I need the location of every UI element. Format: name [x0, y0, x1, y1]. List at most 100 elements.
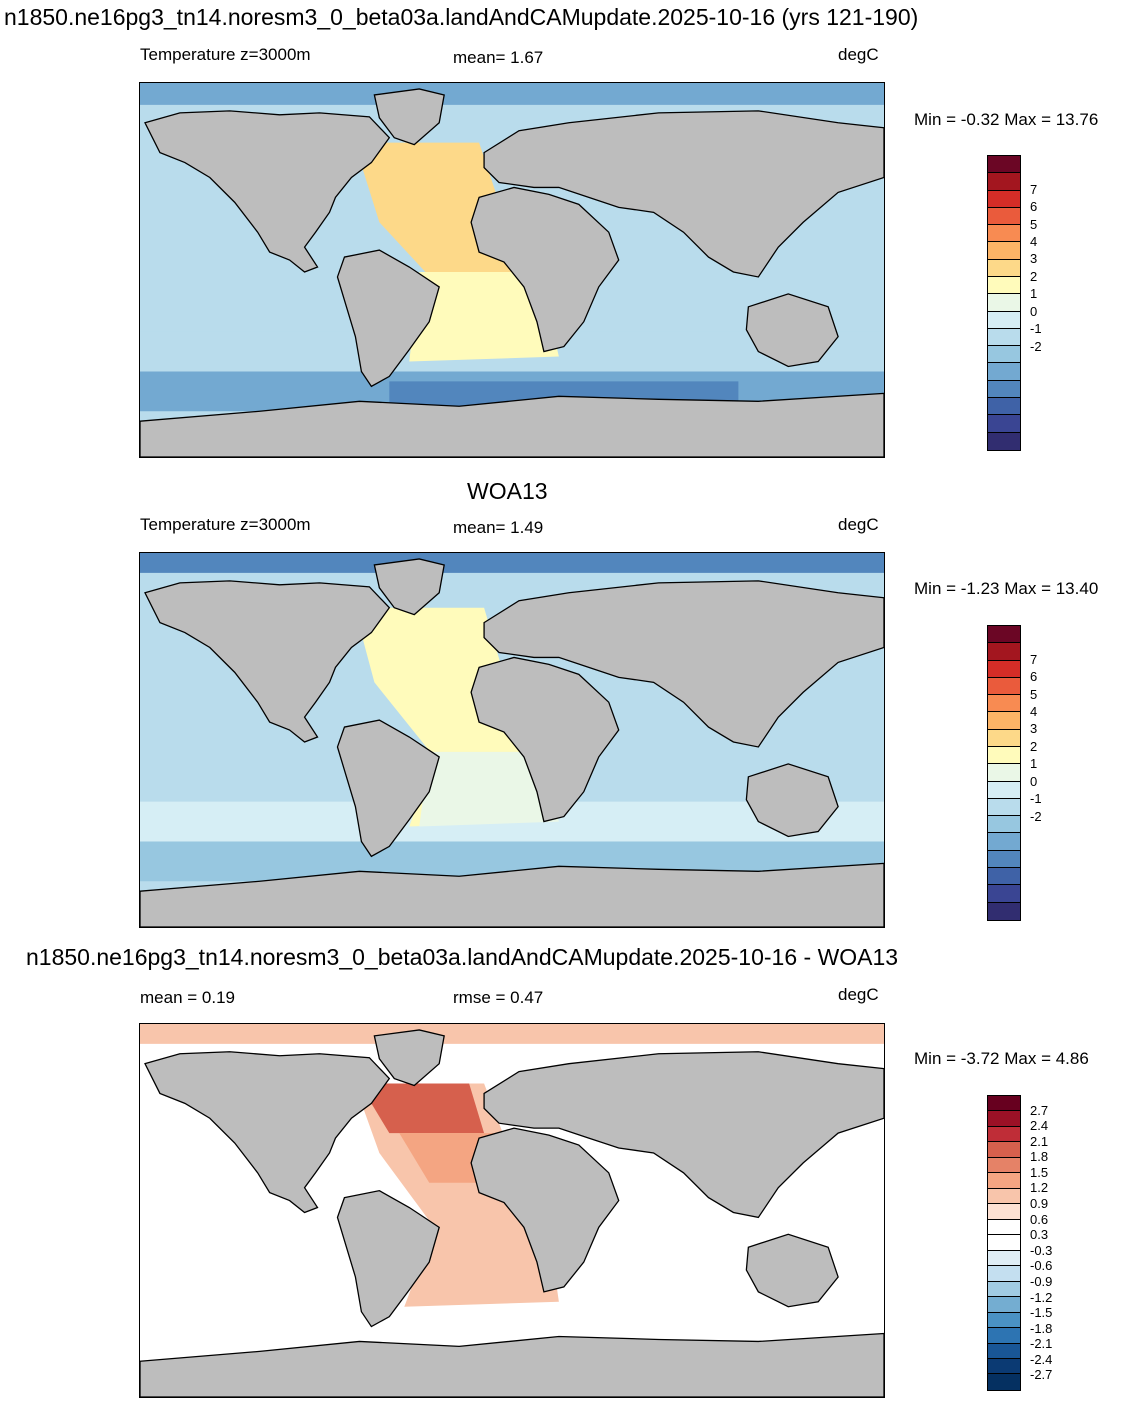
- colorbar-swatch: [988, 746, 1020, 765]
- colorbar-tick-label: 2: [1030, 268, 1038, 284]
- panel3-mean-label: mean = 0.19: [140, 988, 235, 1007]
- colorbar-swatch: [988, 1281, 1020, 1298]
- colorbar-tick-label: 6: [1030, 669, 1038, 685]
- colorbar-swatch: [988, 259, 1020, 277]
- continent-outline: [483, 110, 884, 278]
- colorbar-swatch: [988, 207, 1020, 226]
- colorbar-swatch: [988, 225, 1020, 243]
- continent-outline: [140, 1332, 884, 1397]
- continent-outline: [483, 1051, 884, 1219]
- colorbar-tick-label: 0.3: [1030, 1227, 1049, 1243]
- colorbar-tick-label: 4: [1030, 234, 1038, 250]
- colorbar-tick-label: 0: [1030, 303, 1038, 319]
- colorbar-swatch: [988, 764, 1020, 782]
- colorbar-tick-label: 7: [1030, 651, 1038, 667]
- continent-outline: [144, 110, 391, 273]
- colorbar-swatch: [988, 677, 1020, 696]
- continent-outline: [336, 719, 440, 858]
- colorbar-swatch: [988, 1312, 1020, 1329]
- ocean-field-zone: [409, 271, 559, 362]
- panel2-units-label: degC: [838, 515, 879, 534]
- panel1-title: n1850.ne16pg3_tn14.noresm3_0_beta03a.lan…: [4, 4, 919, 30]
- colorbar-swatch: [988, 1096, 1020, 1112]
- colorbar-swatch: [988, 328, 1020, 347]
- colorbar-swatch: [988, 156, 1020, 174]
- colorbar-swatch: [988, 729, 1020, 747]
- ocean-field-zone: [140, 1024, 884, 1044]
- colorbar-tick-label: 2.7: [1030, 1102, 1049, 1118]
- ocean-field-zone: [419, 751, 559, 827]
- ocean-field-zone: [359, 1083, 485, 1134]
- colorbar-tick-label: 1.8: [1030, 1149, 1049, 1165]
- colorbar-tick-label: -0.3: [1030, 1242, 1053, 1258]
- colorbar-tick-label: 7: [1030, 181, 1038, 197]
- colorbar-swatch: [988, 1173, 1020, 1189]
- colorbar-tick-label: 1: [1030, 286, 1038, 302]
- colorbar-swatch: [988, 1235, 1020, 1251]
- colorbar-swatch: [988, 867, 1020, 886]
- colorbar-tick-label: 2: [1030, 738, 1038, 754]
- colorbar-tick-label: 3: [1030, 721, 1038, 737]
- world-map-svg: [140, 83, 884, 457]
- continent-outline: [144, 1051, 391, 1214]
- colorbar-tick-label: -0.6: [1030, 1258, 1053, 1274]
- continent-outline: [745, 1233, 839, 1308]
- colorbar-tick-label: -1: [1030, 791, 1042, 807]
- colorbar-tick-label: 2.1: [1030, 1133, 1049, 1149]
- colorbar-tick-label: -2.7: [1030, 1367, 1053, 1383]
- colorbar-swatch: [988, 173, 1020, 191]
- colorbar-swatch: [988, 626, 1020, 644]
- colorbar-swatch: [988, 781, 1020, 799]
- panel2-mean-label: mean= 1.49: [453, 518, 544, 537]
- colorbar-swatch: [988, 833, 1020, 851]
- colorbar-swatch: [988, 1374, 1020, 1390]
- continent-outline: [336, 249, 440, 388]
- colorbar-swatch: [988, 1111, 1020, 1127]
- colorbar-tick-label: -1.5: [1030, 1305, 1053, 1321]
- colorbar-swatch: [988, 695, 1020, 713]
- colorbar-swatch: [988, 346, 1020, 364]
- colorbar-tick-label: -2: [1030, 808, 1042, 824]
- panel3-map: [139, 1023, 885, 1398]
- panel3-minmax-label: Min = -3.72 Max = 4.86: [914, 1049, 1089, 1068]
- colorbar-swatch: [988, 1126, 1020, 1143]
- panel3-units-label: degC: [838, 985, 879, 1004]
- colorbar-tick-label: 0.6: [1030, 1211, 1049, 1227]
- colorbar-swatch: [988, 1142, 1020, 1158]
- continent-outline: [745, 763, 839, 838]
- colorbar-tick-label: 1.2: [1030, 1180, 1049, 1196]
- panel3-rmse-label: rmse = 0.47: [453, 988, 544, 1007]
- continent-outline: [373, 1029, 445, 1087]
- colorbar-swatch: [988, 242, 1020, 260]
- colorbar-swatch: [988, 1297, 1020, 1313]
- colorbar-swatch: [988, 1266, 1020, 1282]
- colorbar-swatch: [988, 432, 1020, 450]
- colorbar-tick-label: 0: [1030, 773, 1038, 789]
- continent-outline: [470, 656, 620, 823]
- colorbar-swatch: [988, 294, 1020, 312]
- colorbar-tick-label: -0.9: [1030, 1273, 1053, 1289]
- panel1-units-label: degC: [838, 45, 879, 64]
- continent-outline: [745, 293, 839, 368]
- colorbar-swatch: [988, 415, 1020, 433]
- panel2-colorbar: [987, 625, 1021, 921]
- colorbar-swatch: [988, 850, 1020, 868]
- colorbar-swatch: [988, 1219, 1020, 1236]
- continent-outline: [483, 580, 884, 748]
- colorbar-swatch: [988, 1358, 1020, 1375]
- colorbar-swatch: [988, 712, 1020, 730]
- colorbar-swatch: [988, 276, 1020, 295]
- colorbar-tick-label: 4: [1030, 704, 1038, 720]
- colorbar-tick-label: -2.4: [1030, 1351, 1053, 1367]
- colorbar-tick-label: 0.9: [1030, 1196, 1049, 1212]
- colorbar-tick-label: 5: [1030, 216, 1038, 232]
- colorbar-swatch: [988, 311, 1020, 329]
- colorbar-tick-label: -1.8: [1030, 1320, 1053, 1336]
- continent-outline: [470, 186, 620, 353]
- colorbar-swatch: [988, 380, 1020, 398]
- colorbar-tick-label: -1.2: [1030, 1289, 1053, 1305]
- ocean-field-zone: [140, 553, 884, 573]
- colorbar-swatch: [988, 397, 1020, 416]
- colorbar-swatch: [988, 1343, 1020, 1359]
- continent-outline: [336, 1189, 440, 1328]
